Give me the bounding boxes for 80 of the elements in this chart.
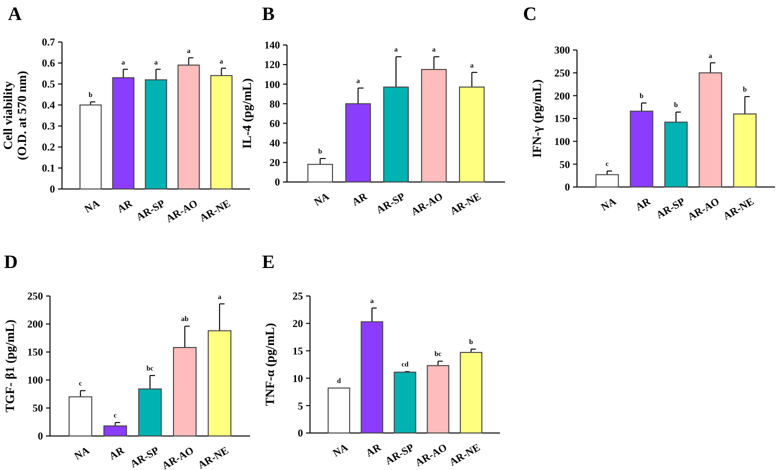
bar — [421, 68, 447, 182]
bar — [172, 347, 197, 436]
bar — [698, 72, 722, 188]
y-tick-label: 200 — [554, 91, 570, 102]
y-tick-label: 120 — [264, 60, 280, 72]
chart-title: D — [4, 252, 18, 273]
bar — [210, 75, 233, 190]
y-tick-label: 0.2 — [42, 142, 55, 154]
chart-title: E — [262, 252, 275, 273]
bar — [103, 425, 128, 436]
bar — [664, 122, 688, 188]
y-tick-label: 20 — [292, 319, 303, 330]
y-tick-label: 50 — [32, 404, 43, 415]
y-tick-label: 200 — [27, 320, 43, 331]
y-tick-label: 10 — [292, 374, 303, 385]
y-tick-label: 0 — [50, 184, 55, 196]
bar — [112, 77, 134, 190]
bar — [68, 396, 92, 436]
bar — [426, 365, 450, 434]
y-tick-label: 0 — [274, 178, 280, 189]
y-axis-title: IFN-γ (pg/mL) — [530, 79, 544, 158]
bar — [460, 352, 482, 434]
y-tick-label: 150 — [27, 348, 43, 359]
y-tick-label: 5 — [298, 401, 303, 412]
bar — [138, 388, 162, 436]
bar — [208, 330, 232, 436]
y-tick-label: 0 — [298, 428, 303, 440]
x-tick-label: NA — [600, 196, 619, 214]
y-tick-label: 140 — [264, 40, 280, 52]
y-tick-label: 100 — [554, 137, 570, 148]
x-tick-label: AR — [634, 196, 654, 214]
x-tick-label: NA — [83, 198, 102, 216]
bar — [307, 164, 333, 182]
bar — [328, 388, 350, 434]
bar — [459, 86, 485, 182]
y-tick-label: 15 — [292, 346, 303, 358]
bar — [79, 104, 102, 190]
y-tick-label: 0.5 — [42, 80, 55, 91]
chart-title: A — [8, 4, 22, 25]
bar — [595, 174, 619, 188]
bar — [383, 86, 409, 182]
y-tick-label: 0.1 — [42, 164, 55, 175]
bar — [144, 79, 168, 190]
y-axis-title: TNF-α (pg/mL) — [263, 322, 277, 406]
chart-title: C — [523, 4, 537, 25]
y-tick-label: 0.4 — [42, 100, 56, 112]
x-tick-label: NA — [331, 442, 350, 460]
bar — [360, 321, 384, 434]
bar — [394, 372, 416, 434]
bar — [345, 103, 371, 182]
chart-title: B — [262, 4, 275, 25]
y-tick-label: 50 — [560, 160, 570, 171]
y-tick-label: 20 — [270, 158, 280, 170]
y-axis-title: Cell viability (O.D. at 570 nm) — [1, 70, 29, 160]
y-tick-label: 100 — [264, 80, 280, 91]
x-tick-label: NA — [72, 445, 92, 463]
y-tick-label: 40 — [270, 138, 280, 150]
bar — [630, 110, 654, 188]
bar — [178, 64, 200, 190]
y-tick-label: 0 — [564, 182, 570, 194]
y-tick-label: 25 — [292, 292, 303, 303]
x-tick-label: AR — [116, 198, 135, 216]
y-tick-label: 0.7 — [42, 38, 55, 49]
y-tick-label: 80 — [270, 99, 280, 110]
x-tick-label: AR — [364, 442, 384, 460]
x-tick-label: AR — [350, 191, 370, 209]
y-tick-label: 0.3 — [42, 122, 55, 133]
y-tick-label: 100 — [27, 376, 43, 387]
y-tick-label: 0.6 — [42, 58, 55, 70]
y-tick-label: 250 — [554, 68, 570, 80]
y-axis-title: TGF- β1 (pg/mL) — [3, 320, 17, 412]
y-tick-label: 300 — [554, 46, 570, 57]
y-tick-label: 250 — [27, 292, 43, 303]
y-tick-label: 60 — [270, 118, 280, 130]
y-axis-title: IL-4 (pg/mL) — [240, 78, 254, 149]
x-tick-label: NA — [312, 191, 332, 209]
x-tick-label: AR — [108, 445, 127, 463]
y-tick-label: 150 — [554, 114, 570, 126]
y-tick-label: 0 — [38, 432, 43, 443]
bar — [733, 113, 757, 188]
